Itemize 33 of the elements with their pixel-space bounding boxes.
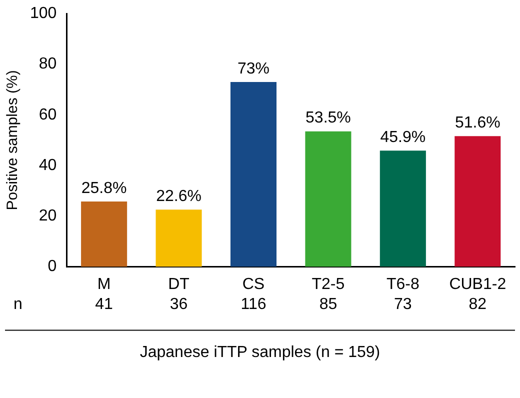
x-tick-label: CUB1-2 bbox=[449, 276, 506, 293]
text: 82 bbox=[468, 296, 487, 314]
bar bbox=[454, 136, 501, 267]
x-axis-title: Japanese iTTP samples (n = 159) bbox=[140, 344, 380, 362]
x-tick-label: DT bbox=[168, 276, 190, 293]
x-tick-label: CS bbox=[242, 276, 265, 293]
text: 36 bbox=[170, 296, 188, 314]
y-tick-label: 20 bbox=[38, 208, 57, 225]
text: 85 bbox=[319, 296, 338, 314]
x-tick-label: T6-8 bbox=[386, 276, 420, 293]
y-axis-title: Positive samples (%) bbox=[4, 70, 22, 210]
bar bbox=[156, 210, 202, 267]
data-label: 51.6% bbox=[454, 114, 500, 132]
text: 116 bbox=[240, 296, 266, 314]
bar bbox=[305, 131, 352, 267]
bar bbox=[81, 201, 128, 267]
data-label: 45.9% bbox=[380, 128, 426, 146]
y-tick-label: 80 bbox=[38, 56, 57, 73]
text: n bbox=[14, 296, 22, 314]
bar bbox=[380, 150, 426, 267]
data-label: 73% bbox=[237, 60, 270, 78]
text: 73 bbox=[394, 296, 412, 314]
y-tick-label: 0 bbox=[48, 258, 57, 276]
bar bbox=[230, 82, 276, 267]
text: 41 bbox=[95, 296, 114, 314]
x-tick-label: T2-5 bbox=[312, 276, 345, 293]
x-tick-label: M bbox=[97, 276, 111, 293]
data-label: 53.5% bbox=[306, 110, 351, 127]
y-tick-label: 40 bbox=[38, 156, 57, 174]
y-tick-label: 60 bbox=[38, 106, 57, 124]
data-label: 22.6% bbox=[156, 188, 202, 205]
y-tick-label: 100 bbox=[30, 5, 57, 22]
data-label: 25.8% bbox=[81, 180, 127, 197]
